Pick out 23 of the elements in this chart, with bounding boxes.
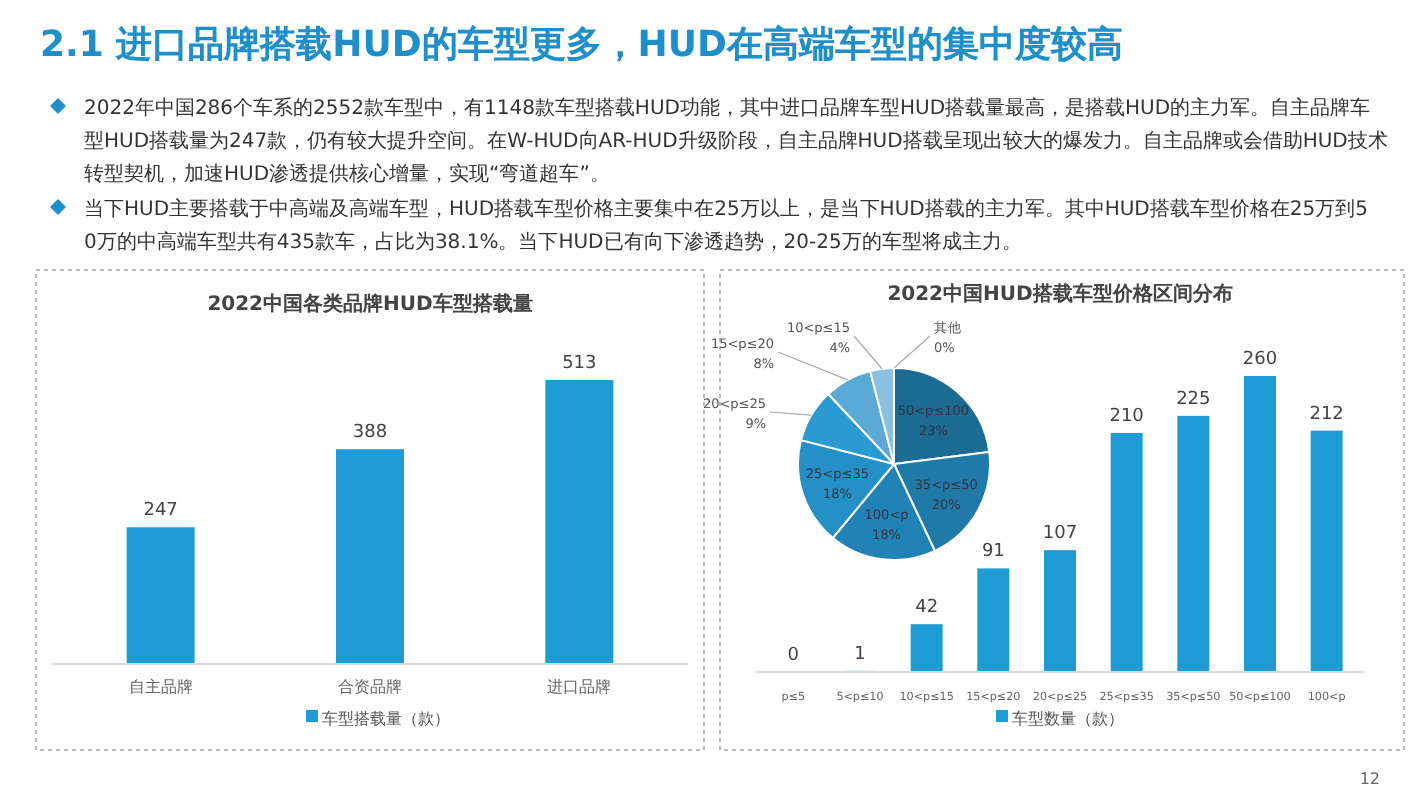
data-label: 247 xyxy=(143,501,178,522)
x-tick-label: 自主品牌 xyxy=(128,678,193,696)
text: 2022年中国286个车系的2552款车型中，有1148款车型搭载HUD功能，其中进口品牌车型HUD搭载量最高，是搭载HUD的主力军。自主品牌车型HUD搭载量为247款，仍有较大提升空间。在W-HUD向AR-HUD升级阶段，自主品牌HUD搭载呈现出较大的爆发力。自主品牌或会借助HUD技术转型契机，加速HUD渗透提供核心增量，实现“弯道超车”。 xyxy=(84,96,1388,186)
data-label: 42 xyxy=(915,598,939,619)
data-label: 212 xyxy=(1309,404,1344,425)
data-label: 0 xyxy=(787,646,800,666)
data-label: 388 xyxy=(352,423,388,444)
text: 12 xyxy=(1359,770,1380,788)
text: 2.1 进口品牌搭载HUD的车型更多，HUD在高端车型的集中度较高 xyxy=(40,24,1123,66)
x-tick-label: 合资品牌 xyxy=(338,678,402,696)
legend-label: 车型数量（款） xyxy=(1012,710,1124,728)
data-label: 260 xyxy=(1242,350,1278,370)
data-label: 210 xyxy=(1109,406,1145,427)
x-tick-label: 进口品牌 xyxy=(547,678,612,696)
legend-label: 车型搭载量（款） xyxy=(322,710,450,728)
data-label: 91 xyxy=(981,542,1005,563)
data-label: 107 xyxy=(1042,524,1078,545)
data-label: 225 xyxy=(1176,389,1211,410)
chart-title: 2022中国HUD搭载车型价格区间分布 xyxy=(887,282,1233,306)
text: 当下HUD主要搭载于中高端及高端车型，HUD搭载车型价格主要集中在25万以上，是当下HUD搭载的主力军。其中HUD搭载车型价格在25万到50万的中高端车型共有435款车，占比为38.1%。当下HUD已有向下渗透趋势，20-25万的车型将成主力。 xyxy=(84,197,1368,254)
data-label: 513 xyxy=(562,354,597,374)
chart-title: 2022中国各类品牌HUD车型搭载量 xyxy=(207,292,533,316)
data-label: 1 xyxy=(854,644,866,665)
